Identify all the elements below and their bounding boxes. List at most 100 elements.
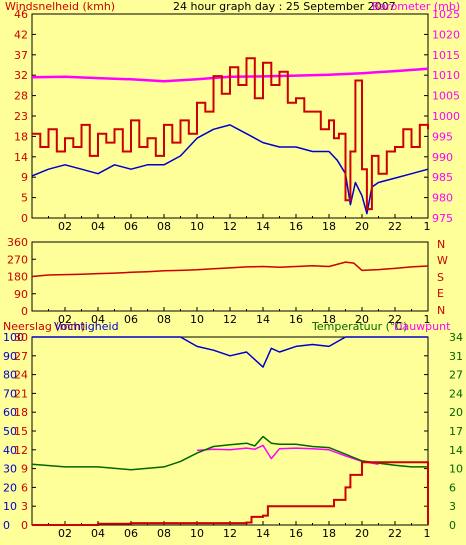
rain-axis-title: Neerslag (mm): [3, 320, 85, 333]
x-tick-label: 04: [91, 527, 105, 540]
direction-y-tick-label: 0: [21, 305, 28, 318]
wind-y-tick-label: 42: [14, 28, 28, 41]
humidity-y-tick-label: 70: [3, 387, 17, 400]
humidity-y-tick-label: 50: [3, 425, 17, 438]
wind-y-tick-label: 46: [14, 8, 28, 21]
wind-y-tick-label: 32: [14, 69, 28, 82]
humidity-y-tick-label: 40: [3, 444, 17, 457]
x-tick-label: 10: [190, 220, 204, 233]
rain-y-tick-label: 24: [14, 369, 28, 382]
x-tick-label: 10: [190, 313, 204, 326]
dewpoint-axis-title: Dauwpunt: [394, 320, 451, 333]
direction-y-tick-label: 360: [7, 236, 28, 249]
compass-label: E: [437, 287, 444, 300]
humidity-y-tick-label: 60: [3, 406, 17, 419]
x-tick-label: 16: [289, 527, 303, 540]
temperature-axis-title: Temperatuur (°C): [311, 320, 407, 333]
tick-labels: 02 04 06 08 10 12 14 16 18 20 22 102 04 06 08 10 12 14 16 1…: [3, 8, 463, 540]
rain-y-tick-label: 0: [21, 519, 28, 532]
x-tick-label: 06: [124, 313, 138, 326]
barometer-y-tick-label: 1020: [432, 28, 460, 41]
x-tick-label: 1: [424, 313, 431, 326]
wind-y-tick-label: 0: [21, 212, 28, 225]
humidity-line: [32, 336, 428, 368]
x-tick-label: 06: [124, 527, 138, 540]
humidity-y-tick-label: 10: [3, 500, 17, 513]
x-tick-label: 06: [124, 220, 138, 233]
x-tick-label: 22: [388, 527, 402, 540]
humidity-y-tick-label: 20: [3, 481, 17, 494]
dewpoint-line: [196, 444, 379, 465]
temperature-y-tick-label: 14: [449, 444, 463, 457]
barometer-y-tick-label: 1010: [432, 69, 460, 82]
temperature-y-tick-label: 0: [449, 519, 456, 532]
wind-y-tick-label: 9: [21, 171, 28, 184]
temperature-y-tick-label: 24: [449, 387, 463, 400]
temperature-y-tick-label: 10: [449, 463, 463, 476]
x-tick-label: 14: [256, 220, 270, 233]
compass-label: N: [437, 238, 445, 251]
x-tick-label: 10: [190, 527, 204, 540]
rain-y-tick-label: 3: [21, 500, 28, 513]
temperature-y-tick-label: 17: [449, 425, 463, 438]
humidity-y-tick-label: 0: [3, 519, 10, 532]
barometer-y-tick-label: 995: [432, 130, 453, 143]
x-tick-label: 04: [91, 220, 105, 233]
rain-y-tick-label: 18: [14, 406, 28, 419]
rain-y-tick-label: 15: [14, 425, 28, 438]
rain-y-tick-label: 9: [21, 463, 28, 476]
wind-y-tick-label: 23: [14, 110, 28, 123]
rain-y-tick-label: 30: [14, 331, 28, 344]
wind-y-tick-label: 14: [14, 151, 28, 164]
barometer-y-tick-label: 990: [432, 151, 453, 164]
x-tick-label: 12: [223, 313, 237, 326]
barometer-y-tick-label: 1015: [432, 49, 460, 62]
barometer-y-tick-label: 1000: [432, 110, 460, 123]
humidity-y-tick-label: 100: [3, 331, 24, 344]
x-tick-label: 20: [355, 313, 369, 326]
x-tick-label: 18: [322, 220, 336, 233]
x-tick-label: 08: [157, 313, 171, 326]
x-tick-label: 18: [322, 313, 336, 326]
x-tick-label: 08: [157, 220, 171, 233]
wind-y-tick-label: 5: [21, 192, 28, 205]
compass-label: N: [437, 304, 445, 317]
x-tick-label: 12: [223, 527, 237, 540]
data-series: [31, 57, 429, 526]
x-tick-label: 12: [223, 220, 237, 233]
barometer-y-tick-label: 985: [432, 171, 453, 184]
x-tick-label: 08: [157, 527, 171, 540]
temperature-y-tick-label: 3: [449, 500, 456, 513]
temperature-y-tick-label: 6: [449, 481, 456, 494]
direction-y-tick-label: 90: [14, 288, 28, 301]
compass-label: W: [437, 254, 448, 267]
x-tick-label: 1: [424, 527, 431, 540]
barometer-axis-title: Barometer (mb): [372, 0, 460, 13]
humidity-y-tick-label: 80: [3, 369, 17, 382]
direction-y-tick-label: 270: [7, 253, 28, 266]
x-tick-label: 1: [424, 220, 431, 233]
barometer-y-tick-label: 975: [432, 212, 453, 225]
x-tick-label: 02: [58, 313, 72, 326]
compass-label: S: [437, 271, 444, 284]
temperature-y-tick-label: 20: [449, 406, 463, 419]
x-tick-label: 20: [355, 527, 369, 540]
wind-y-tick-label: 28: [14, 90, 28, 103]
wind-axis-title: Windsnelheid (kmh): [5, 0, 115, 13]
wind-direction-line: [31, 261, 429, 278]
temperature-y-tick-label: 27: [449, 369, 463, 382]
rain-y-tick-label: 27: [14, 350, 28, 363]
x-tick-label: 22: [388, 313, 402, 326]
x-tick-label: 14: [256, 313, 270, 326]
chart-title: 24 hour graph day : 25 September 2007: [173, 0, 396, 13]
wind-y-tick-label: 18: [14, 130, 28, 143]
x-tick-label: 04: [91, 313, 105, 326]
rain-y-tick-label: 6: [21, 481, 28, 494]
x-tick-label: 14: [256, 527, 270, 540]
x-tick-label: 02: [58, 527, 72, 540]
barometer-y-tick-label: 980: [432, 192, 453, 205]
wind-y-tick-label: 37: [14, 49, 28, 62]
x-tick-label: 22: [388, 220, 402, 233]
